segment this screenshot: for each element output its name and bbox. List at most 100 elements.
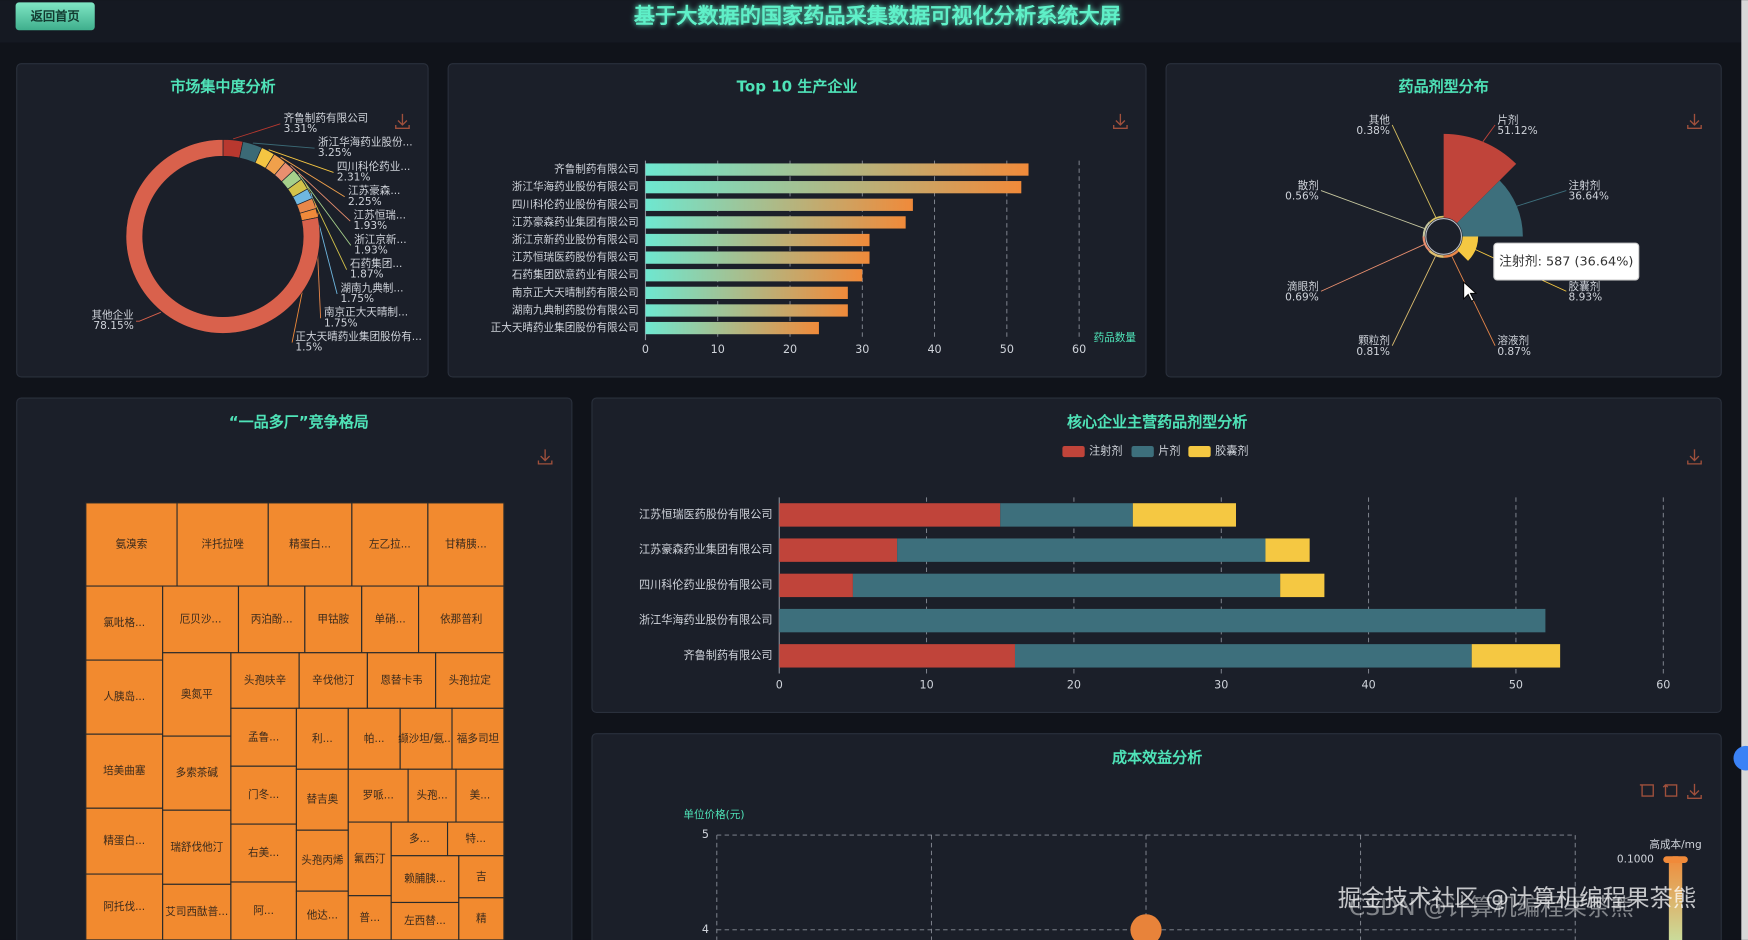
charts: 齐鲁制药有限公司3.31%浙江华海药业股份...3.25%四川科伦药业...2.… bbox=[85, 111, 1702, 940]
cell-label: 氨溴索 bbox=[116, 537, 148, 550]
leader-line bbox=[1391, 124, 1437, 218]
bar-segment bbox=[897, 538, 1266, 562]
download-icon[interactable] bbox=[1687, 449, 1702, 465]
x-tick-label: 60 bbox=[1072, 343, 1086, 356]
y-tick-label: 江苏恒瑞医药股份有限公司 bbox=[639, 507, 773, 521]
y-tick-label: 齐鲁制药有限公司 bbox=[684, 648, 773, 662]
cell-label: 泮托拉唑 bbox=[201, 537, 244, 550]
side-button[interactable] bbox=[1733, 745, 1748, 771]
visual-map-title: 高成本/mg bbox=[1649, 838, 1701, 851]
leader-line bbox=[1451, 256, 1496, 346]
slice-label: 江苏豪森... bbox=[348, 184, 400, 197]
bar bbox=[645, 251, 870, 264]
cell-label: 右美... bbox=[248, 846, 279, 859]
slice-label: 滴眼剂 bbox=[1287, 280, 1319, 293]
y-tick-label: 南京正大天晴制药有限公司 bbox=[512, 286, 639, 299]
tooltip-box bbox=[1493, 242, 1640, 281]
rose-slice bbox=[1457, 180, 1523, 237]
treemap-cell bbox=[418, 585, 505, 654]
panel-title: “一品多厂”竞争格局 bbox=[229, 413, 369, 431]
value-label: 0.87% bbox=[1497, 346, 1531, 358]
value-label: 1.93% bbox=[354, 220, 388, 232]
zoom-icon[interactable] bbox=[1639, 784, 1654, 797]
y-tick-label: 江苏豪森药业集团有限公司 bbox=[512, 215, 639, 228]
legend-label: 胶囊剂 bbox=[1215, 444, 1248, 458]
panel-title: 核心企业主营药品剂型分析 bbox=[1067, 413, 1247, 431]
bar-segment bbox=[1132, 503, 1236, 527]
cell-label: 单硝... bbox=[375, 612, 406, 625]
treemap-cell bbox=[458, 897, 505, 940]
bar bbox=[645, 286, 848, 299]
y-tick-label: 江苏豪森药业集团有限公司 bbox=[639, 542, 773, 556]
download-icon[interactable] bbox=[537, 449, 553, 465]
bar-segment bbox=[779, 644, 1015, 668]
top-bar bbox=[0, 0, 1748, 43]
bar bbox=[645, 321, 819, 335]
visual-map-bar bbox=[1668, 856, 1683, 940]
x-tick-label: 50 bbox=[1000, 343, 1014, 356]
download-icon[interactable] bbox=[1687, 113, 1702, 129]
download-icon[interactable] bbox=[1687, 783, 1702, 799]
y-tick-label: 浙江京新药业股份有限公司 bbox=[512, 233, 639, 246]
leader-line bbox=[298, 173, 352, 246]
slice-label: 四川科伦药业... bbox=[337, 160, 411, 173]
y-tick-label: 正大天晴药业集团股份有限公司 bbox=[491, 321, 639, 334]
toolbox bbox=[395, 113, 1702, 799]
cell-label: 艾司西酞普... bbox=[165, 905, 228, 918]
value-label: 1.87% bbox=[350, 269, 384, 281]
y-tick-label: 四川科伦药业股份有限公司 bbox=[639, 577, 773, 591]
treemap-cell bbox=[298, 652, 368, 709]
cell-label: 门冬... bbox=[248, 788, 279, 801]
treemap-cell bbox=[458, 855, 505, 899]
value-label: 0.38% bbox=[1356, 125, 1390, 137]
treemap-cell bbox=[390, 901, 460, 940]
bar-segment bbox=[779, 538, 898, 562]
value-label: 0.69% bbox=[1285, 291, 1319, 303]
slice-label: 齐鲁制药有限公司 bbox=[284, 111, 369, 124]
cell-label: 普... bbox=[359, 911, 380, 924]
rose-slice bbox=[1422, 221, 1431, 237]
x-tick-label: 60 bbox=[1656, 679, 1670, 692]
cell-label: 精蛋白... bbox=[289, 537, 331, 550]
download-icon[interactable] bbox=[395, 113, 410, 129]
bar-segment bbox=[1280, 573, 1325, 598]
value-label: 0.81% bbox=[1356, 346, 1390, 358]
button-label[interactable]: 返回首页 bbox=[31, 8, 80, 23]
leader-line bbox=[280, 156, 345, 198]
bar-segment bbox=[1265, 538, 1310, 562]
cell-label: 利... bbox=[312, 733, 333, 745]
y-tick-label: 湖南九典制药股份有限公司 bbox=[512, 303, 639, 316]
cell-label: 甲钴胺 bbox=[317, 612, 349, 625]
cell-label: 多索茶碱 bbox=[176, 766, 219, 779]
treemap-cell bbox=[230, 707, 297, 767]
legend-label: 注射剂 bbox=[1089, 444, 1122, 458]
bar-segment bbox=[1000, 503, 1133, 527]
value-label: 2.25% bbox=[348, 196, 382, 208]
rose-slice bbox=[1422, 236, 1431, 252]
scrollbar[interactable] bbox=[1741, 0, 1748, 940]
slice-label: 散剂 bbox=[1298, 179, 1319, 192]
treemap-cell bbox=[162, 809, 232, 885]
cell-label: 他达... bbox=[307, 909, 338, 922]
cell-label: 精 bbox=[476, 912, 487, 925]
leader-line bbox=[252, 142, 315, 149]
bar-segment bbox=[779, 573, 853, 598]
button-bg[interactable] bbox=[15, 2, 95, 31]
cell-label: 左乙拉... bbox=[369, 537, 411, 550]
restore-icon[interactable] bbox=[1662, 783, 1678, 797]
axis-title: 单位价格(元) bbox=[683, 808, 744, 821]
treemap-cell bbox=[162, 652, 232, 737]
panel-title: 药品剂型分布 bbox=[1399, 78, 1489, 96]
slice-label: 溶液剂 bbox=[1497, 334, 1529, 347]
leader-line bbox=[1516, 190, 1567, 207]
y-tick-label: 四川科伦药业股份有限公司 bbox=[512, 198, 639, 211]
slice-label: 其他企业 bbox=[91, 309, 133, 322]
back-button[interactable]: 返回首页 bbox=[15, 2, 95, 31]
x-tick-label: 40 bbox=[927, 343, 941, 356]
bar bbox=[645, 198, 913, 211]
download-icon[interactable] bbox=[1113, 113, 1128, 129]
panel-title: 市场集中度分析 bbox=[170, 78, 275, 96]
cell-label: 替吉奥 bbox=[306, 793, 338, 806]
cell-label: 特... bbox=[465, 833, 486, 845]
